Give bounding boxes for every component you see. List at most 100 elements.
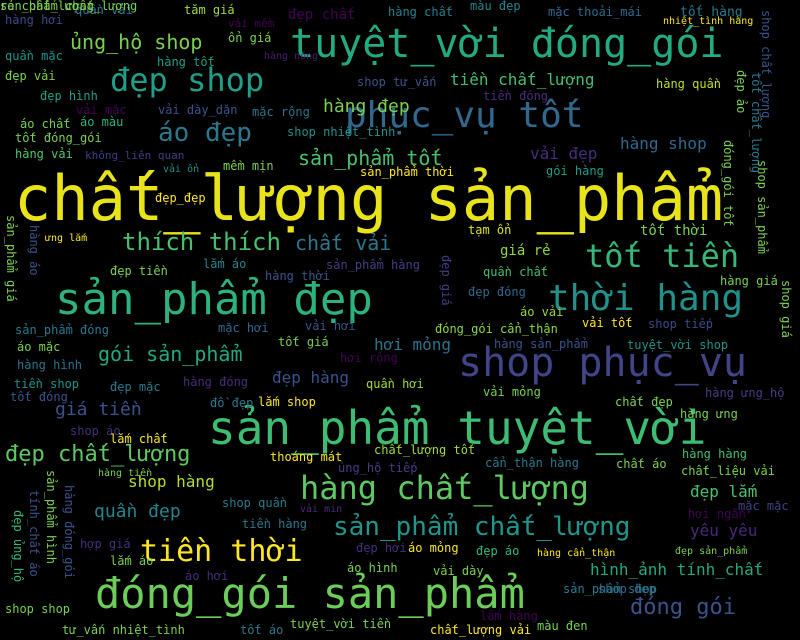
cloud-word: đẹp lắm [690, 482, 758, 501]
cloud-word: hàng hình [17, 358, 83, 372]
cloud-word: mặc mặc [738, 499, 789, 513]
cloud-word: hàng hàng [682, 447, 748, 461]
cloud-word: sản_phẩm hình [44, 470, 58, 564]
cloud-word: đóng_gói sản_phẩm [95, 569, 525, 618]
cloud-word: sản_phẩm giá [4, 215, 18, 302]
cloud-word: thích thích [122, 228, 281, 256]
cloud-word: chất đẹp [615, 395, 673, 409]
cloud-word: nhiệt_tình hàng [663, 16, 754, 27]
cloud-word: ủng_hộ tiếp [338, 461, 418, 475]
cloud-word: tư_vấn nhiệt_tình [62, 623, 185, 637]
cloud-word: sản_phẩm shop [563, 582, 657, 596]
cloud-word: hơi mỏng [374, 335, 452, 354]
cloud-word: shop shop [5, 602, 71, 616]
cloud-word: chất áo [616, 457, 667, 471]
cloud-word: đồ đẹp [210, 396, 254, 410]
cloud-word: hàng quần [656, 77, 722, 91]
cloud-word: đẹp_đẹp [155, 191, 206, 205]
cloud-word: đẹp hàng [272, 368, 350, 387]
cloud-word: sản_phẩm tuyệt_vời [208, 401, 707, 455]
cloud-word: màu đen [537, 619, 588, 633]
cloud-word: tuyệt_vời shop [627, 338, 729, 352]
cloud-word: tiền hàng [242, 517, 308, 531]
cloud-word: hàng shop [620, 134, 707, 153]
cloud-word: hàng hơi [5, 13, 63, 27]
cloud-word: quần đẹp [94, 501, 181, 522]
cloud-word: lắm áo [203, 257, 247, 271]
cloud-word: vải ổn [163, 164, 200, 175]
cloud-word: hàng tốt [157, 55, 215, 69]
cloud-word: vải dày_dặn [158, 103, 238, 117]
cloud-word: quần chất [483, 265, 549, 279]
cloud-word: đóng gói [630, 595, 736, 620]
cloud-word: đẹp vải [5, 69, 56, 83]
cloud-word: thời hàng [548, 278, 744, 319]
cloud-word: shop tư_vấn [357, 75, 437, 89]
cloud-word: hàng chất [388, 5, 454, 19]
cloud-word: gói sản_phẩm [98, 342, 243, 366]
cloud-word: mặc rộng [252, 105, 310, 119]
cloud-word: đẹp áo [476, 544, 520, 558]
cloud-word: hơi rộng [340, 351, 398, 365]
cloud-word: hàng sản_phẩm [494, 337, 588, 351]
cloud-word: hàng ưng_hộ [705, 386, 785, 400]
cloud-word: shop nhiệt_tình [287, 125, 396, 139]
cloud-word: tiền thời [140, 534, 303, 569]
cloud-word: quần hơi [366, 377, 424, 391]
cloud-word: đẹp shop [110, 61, 265, 99]
cloud-word: ưng lắm [45, 233, 88, 244]
cloud-word: tiền chất_lượng [450, 70, 595, 89]
cloud-word: sản_phẩm đóng [15, 323, 109, 337]
cloud-word: lắm shop [258, 395, 316, 409]
cloud-word: áo màu [80, 115, 124, 129]
cloud-word: hàng đóng_gói [62, 485, 76, 579]
cloud-word: đẹp ủng_hộ [11, 510, 25, 583]
cloud-word: tính_chất áo [27, 490, 41, 577]
cloud-word: chất_lượng vải [430, 623, 532, 637]
cloud-word: áo mỏng [408, 541, 459, 555]
cloud-word: shop đẹp [598, 582, 656, 596]
cloud-word: hàng tiền [98, 468, 153, 479]
cloud-word: rẻ chất_lượng [0, 0, 94, 13]
cloud-word: tốt đóng_gói [15, 131, 102, 145]
cloud-word: shop áo [70, 424, 121, 438]
cloud-word: giá tiền [55, 399, 142, 420]
cloud-word: tốt tiền [585, 237, 740, 275]
cloud-word: đẹp mặc [110, 380, 161, 394]
cloud-word: shop quần [222, 496, 288, 510]
cloud-word: chất vải [295, 231, 392, 255]
cloud-word: hàng ưng [680, 407, 738, 421]
cloud-word: shop giá [779, 280, 793, 338]
cloud-word: shop chất_lượng [759, 10, 773, 119]
cloud-word: vải min [300, 504, 343, 515]
cloud-word: mặc thoải_mái [548, 5, 642, 19]
cloud-word: tốt giá [278, 335, 329, 349]
cloud-word: mặc hơi [218, 321, 269, 335]
cloud-word: đóng_gói tốt [721, 140, 735, 227]
cloud-word: chất_lượng sản_phẩm [14, 162, 724, 235]
cloud-word: áo hơi [185, 569, 229, 583]
cloud-word: vải tốt [582, 316, 633, 330]
cloud-word: tốt đóng [10, 390, 68, 404]
cloud-word: tăm giá [184, 3, 235, 17]
cloud-word: tốt áo [240, 623, 284, 637]
cloud-word: shop sản_phẩm [755, 160, 769, 254]
cloud-word: áo vải [520, 305, 564, 319]
cloud-word: vải hơi [305, 319, 356, 333]
cloud-word: shop phục_vụ [458, 340, 747, 386]
cloud-word: chất_liệu vải [681, 464, 775, 478]
cloud-word: tuyệt_vời tiền [290, 617, 392, 631]
cloud-word: shop hàng [128, 472, 215, 491]
cloud-word: vải mềm [228, 17, 275, 30]
cloud-word: lắm chất [110, 432, 168, 446]
cloud-word: thoáng mát [270, 450, 343, 464]
cloud-word: hàng cẩn_thận [537, 548, 616, 559]
cloud-word: quần mặc [5, 49, 63, 63]
cloud-word: hàng đẹp [323, 96, 410, 117]
cloud-word: sản_phẩm thời [360, 165, 454, 179]
cloud-word: hàng vải [15, 147, 73, 161]
cloud-word: sản_phẩm hàng [326, 258, 420, 272]
cloud-word: hàng thời [265, 269, 331, 283]
cloud-word: sản_phẩm tốt [298, 146, 443, 170]
